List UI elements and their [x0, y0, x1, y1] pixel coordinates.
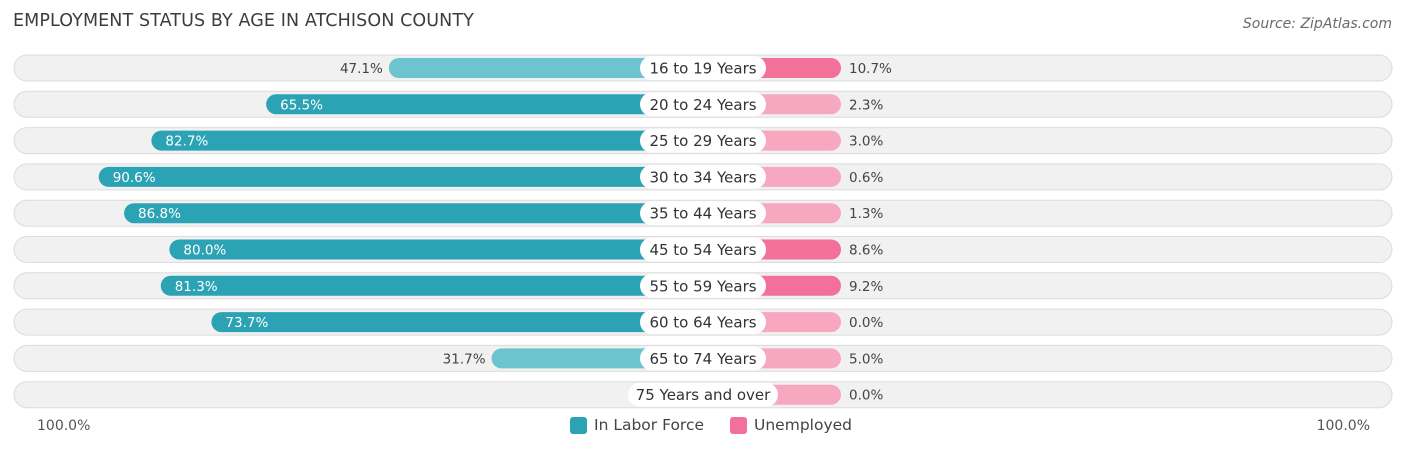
label-unemployed: 0.0% — [849, 388, 883, 404]
category-pill — [628, 382, 778, 407]
chart-row[interactable]: 86.8% 1.3% 35 to 44 Years — [13, 199, 1393, 227]
category-label: 45 to 54 Years — [649, 241, 756, 259]
chart-row[interactable]: 90.6% 0.6% 30 to 34 Years — [13, 163, 1393, 191]
category-label: 16 to 19 Years — [649, 60, 756, 78]
legend-swatch-labor-force — [570, 416, 587, 434]
category-pill — [640, 237, 766, 262]
chart-row[interactable]: 81.3% 9.2% 55 to 59 Years — [13, 272, 1393, 300]
label-labor-force: 73.7% — [225, 315, 268, 331]
label-labor-force: 31.7% — [443, 351, 486, 367]
source-note: Source: ZipAtlas.com — [1242, 16, 1392, 32]
bar-labor-force — [169, 239, 703, 260]
category-label: 30 to 34 Years — [649, 168, 756, 186]
label-unemployed: 0.0% — [849, 315, 883, 331]
category-label: 35 to 44 Years — [649, 205, 756, 223]
label-labor-force: 47.1% — [340, 61, 383, 77]
label-labor-force: 80.0% — [183, 243, 226, 259]
label-unemployed: 10.7% — [849, 61, 892, 77]
label-labor-force: 82.7% — [165, 134, 208, 150]
category-pill — [640, 128, 766, 153]
chart-row[interactable]: 47.1% 10.7% 16 to 19 Years — [13, 54, 1393, 82]
chart-row[interactable]: 31.7% 5.0% 65 to 74 Years — [13, 344, 1393, 372]
chart-row[interactable]: 82.7% 3.0% 25 to 29 Years — [13, 127, 1393, 155]
category-pill — [640, 164, 766, 189]
category-label: 60 to 64 Years — [649, 314, 756, 332]
category-label: 55 to 59 Years — [649, 277, 756, 295]
label-unemployed: 1.3% — [849, 206, 883, 222]
chart-row[interactable]: 4.7%0.0%75 Years and over — [13, 381, 1393, 409]
axis-right-label: 100.0% — [1316, 418, 1370, 434]
chart-title: EMPLOYMENT STATUS BY AGE IN ATCHISON COU… — [13, 11, 474, 31]
category-pill — [640, 273, 766, 298]
chart-plot: 47.1% 10.7% 16 to 19 Years 65.5% 2.3% 20 to 2… — [13, 54, 1393, 409]
category-pill — [640, 92, 766, 117]
label-unemployed: 3.0% — [849, 134, 883, 150]
legend-item-unemployed[interactable]: Unemployed — [730, 416, 852, 434]
category-label: 20 to 24 Years — [649, 96, 756, 114]
legend-item-labor-force[interactable]: In Labor Force — [570, 416, 704, 434]
legend-label-unemployed: Unemployed — [754, 416, 852, 434]
label-labor-force: 65.5% — [280, 97, 323, 113]
label-unemployed: 2.3% — [849, 97, 883, 113]
bar-labor-force — [124, 203, 703, 224]
category-pill — [640, 201, 766, 226]
chart-row[interactable]: 80.0% 8.6% 45 to 54 Years — [13, 236, 1393, 263]
bar-labor-force — [160, 275, 703, 296]
label-unemployed: 9.2% — [849, 279, 883, 295]
label-labor-force: 90.6% — [113, 170, 156, 186]
legend-label-labor-force: In Labor Force — [594, 416, 705, 434]
bar-labor-force — [266, 94, 703, 115]
bar-labor-force — [98, 166, 703, 187]
label-labor-force: 81.3% — [175, 279, 218, 295]
category-pill — [640, 346, 766, 371]
category-pill — [640, 310, 766, 335]
chart-row[interactable]: 73.7% 0.0% 60 to 64 Years — [13, 308, 1393, 336]
bar-labor-force — [151, 130, 704, 151]
category-label: 75 Years and over — [636, 386, 771, 404]
legend: In Labor Force Unemployed — [570, 416, 878, 434]
label-unemployed: 8.6% — [849, 243, 883, 259]
chart-row[interactable]: 65.5% 2.3% 20 to 24 Years — [13, 90, 1393, 118]
category-pill — [640, 56, 766, 80]
bar-labor-force — [388, 58, 703, 78]
legend-swatch-unemployed — [730, 416, 748, 434]
bar-labor-force — [211, 312, 703, 333]
label-unemployed: 5.0% — [849, 351, 883, 367]
category-label: 25 to 29 Years — [649, 132, 756, 150]
label-labor-force: 86.8% — [138, 206, 181, 222]
axis-left-label: 100.0% — [37, 418, 91, 434]
label-unemployed: 0.6% — [849, 170, 883, 186]
category-label: 65 to 74 Years — [649, 350, 756, 368]
